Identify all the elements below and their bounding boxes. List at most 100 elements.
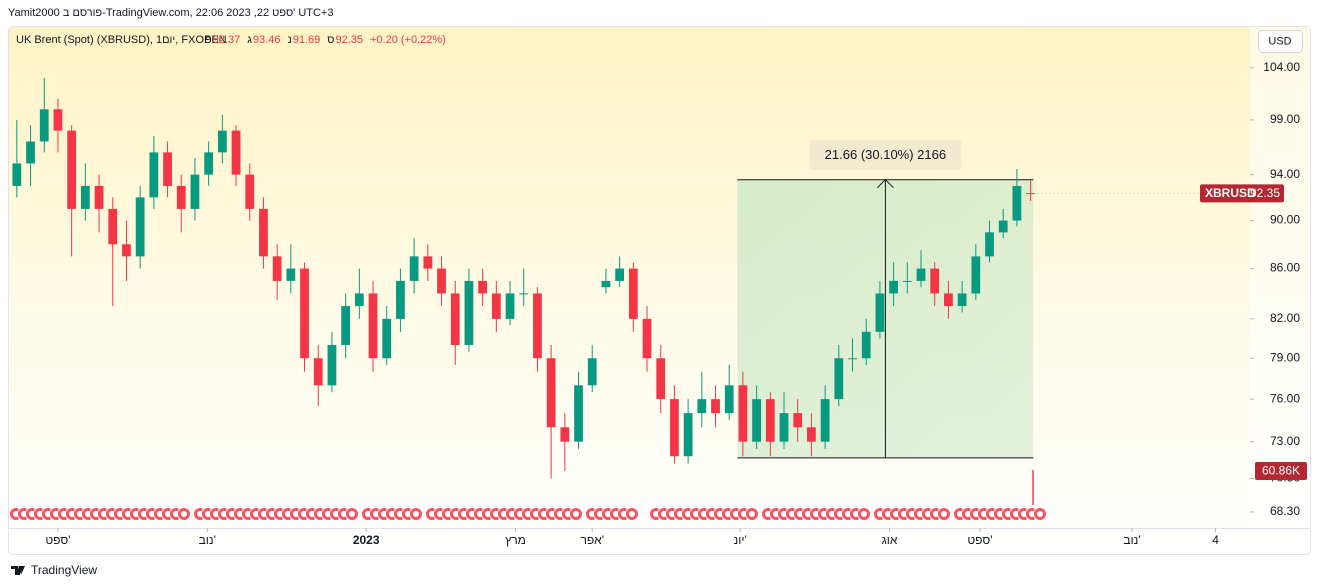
y-tick-label: 76.00 <box>1270 391 1300 405</box>
y-tick-label: 86.00 <box>1270 261 1300 275</box>
event-icon-inner <box>749 511 755 517</box>
candle-body <box>670 399 679 457</box>
price-tag-symbol: XBRUSD <box>1205 186 1256 200</box>
legend-value: 92.35 <box>335 34 363 46</box>
candle-body <box>53 109 63 131</box>
candle-body <box>861 331 871 359</box>
candle-body <box>683 413 693 457</box>
y-tick-label: 94.00 <box>1270 167 1300 181</box>
price-tag-value: 92.35 <box>1250 186 1280 200</box>
candle-body <box>971 256 981 294</box>
candle-body <box>354 293 364 307</box>
x-tick-label: מרץ <box>505 533 526 547</box>
y-tick-label: 99.00 <box>1270 112 1300 126</box>
legend-key: פ <box>205 34 212 46</box>
candle-body <box>546 358 556 428</box>
y-tick-label: 73.00 <box>1270 434 1300 448</box>
x-tick-label: ספט' <box>45 533 70 547</box>
x-tick-label: נוב' <box>199 533 216 547</box>
candle-body <box>738 385 748 442</box>
event-icon-inner <box>941 511 947 517</box>
legend-key: נ <box>287 34 291 46</box>
candle-body <box>957 293 967 307</box>
candle-body <box>656 358 666 400</box>
candle-body <box>286 268 296 281</box>
volume-tag <box>1255 462 1307 480</box>
x-tick-label: 2023 <box>353 533 380 547</box>
candle-body <box>889 280 898 294</box>
logo-mark <box>11 566 25 575</box>
candle-body <box>478 280 488 294</box>
candle-body <box>190 174 200 209</box>
candle-body <box>341 306 351 345</box>
candle-body <box>779 413 789 442</box>
candle-body <box>26 141 35 164</box>
candle-body <box>615 268 625 281</box>
candle-body <box>231 130 241 175</box>
candle-body <box>245 174 255 209</box>
event-icon-inner <box>413 511 419 517</box>
event-icon-inner <box>1037 511 1043 517</box>
event-icon-inner <box>861 511 867 517</box>
legend-value: 93.46 <box>253 34 281 46</box>
candle-body <box>834 358 844 400</box>
candle-body <box>327 344 337 386</box>
legend-value: 91.69 <box>293 34 321 46</box>
arrow-head <box>877 178 894 189</box>
measure-label: 21.66 (30.10%) 2166 <box>825 147 946 162</box>
price-tag <box>1200 184 1284 203</box>
candle-body <box>39 109 49 142</box>
candle-body <box>122 244 131 257</box>
x-tick-label: 4 <box>1212 533 1219 547</box>
legend-change: +0.20 (+0.22%) <box>370 34 446 46</box>
candle-body <box>382 318 392 359</box>
legend-key: ג <box>247 34 252 46</box>
candle-body <box>902 280 912 282</box>
publish-info: Yamit2000 פורסם ב-TradingView.com, 22:06… <box>8 7 333 19</box>
candle-body <box>820 399 830 442</box>
event-icon-inner <box>181 511 187 517</box>
candle-body <box>793 413 803 428</box>
candle-body <box>217 130 227 153</box>
candle-body <box>587 358 597 386</box>
candle-body <box>450 293 460 345</box>
y-tick-label: 104.00 <box>1263 60 1300 74</box>
candle-body <box>409 256 419 281</box>
event-icon-inner <box>573 511 579 517</box>
candle-body <box>491 293 501 319</box>
candle-body <box>259 208 268 257</box>
event-icon-inner <box>629 511 635 517</box>
legend-value: 92.37 <box>213 34 241 46</box>
candle-body <box>916 268 926 281</box>
candle-body <box>94 185 104 209</box>
y-tick-label: 79.00 <box>1270 350 1300 364</box>
candle-body <box>519 293 529 295</box>
chart-frame <box>8 26 1311 555</box>
x-tick-label: אפר' <box>580 533 604 547</box>
price-scale <box>1250 27 1310 528</box>
candle-body <box>505 293 515 319</box>
candle-body <box>108 208 118 245</box>
candle-body <box>765 399 775 442</box>
currency-button[interactable] <box>1258 30 1303 53</box>
candle-body <box>423 256 433 269</box>
candle-body <box>930 268 940 294</box>
measure-label-bg <box>809 139 962 170</box>
y-tick-label: 68.30 <box>1270 504 1300 518</box>
candle-body <box>464 280 474 345</box>
currency-label[interactable]: USD <box>1268 35 1291 47</box>
candle-body <box>176 185 186 209</box>
y-tick-label: 82.00 <box>1270 311 1300 325</box>
candle-body <box>163 152 172 186</box>
candle-body <box>807 427 816 442</box>
candle-body <box>697 399 707 414</box>
candle-body <box>204 152 214 175</box>
candle-body <box>1026 193 1035 195</box>
candle-body <box>1012 185 1022 221</box>
candle-body <box>601 280 611 288</box>
candle-body <box>533 293 542 359</box>
x-tick-label: ספט' <box>967 533 992 547</box>
candle-body <box>848 358 857 360</box>
candle-body <box>437 268 446 294</box>
